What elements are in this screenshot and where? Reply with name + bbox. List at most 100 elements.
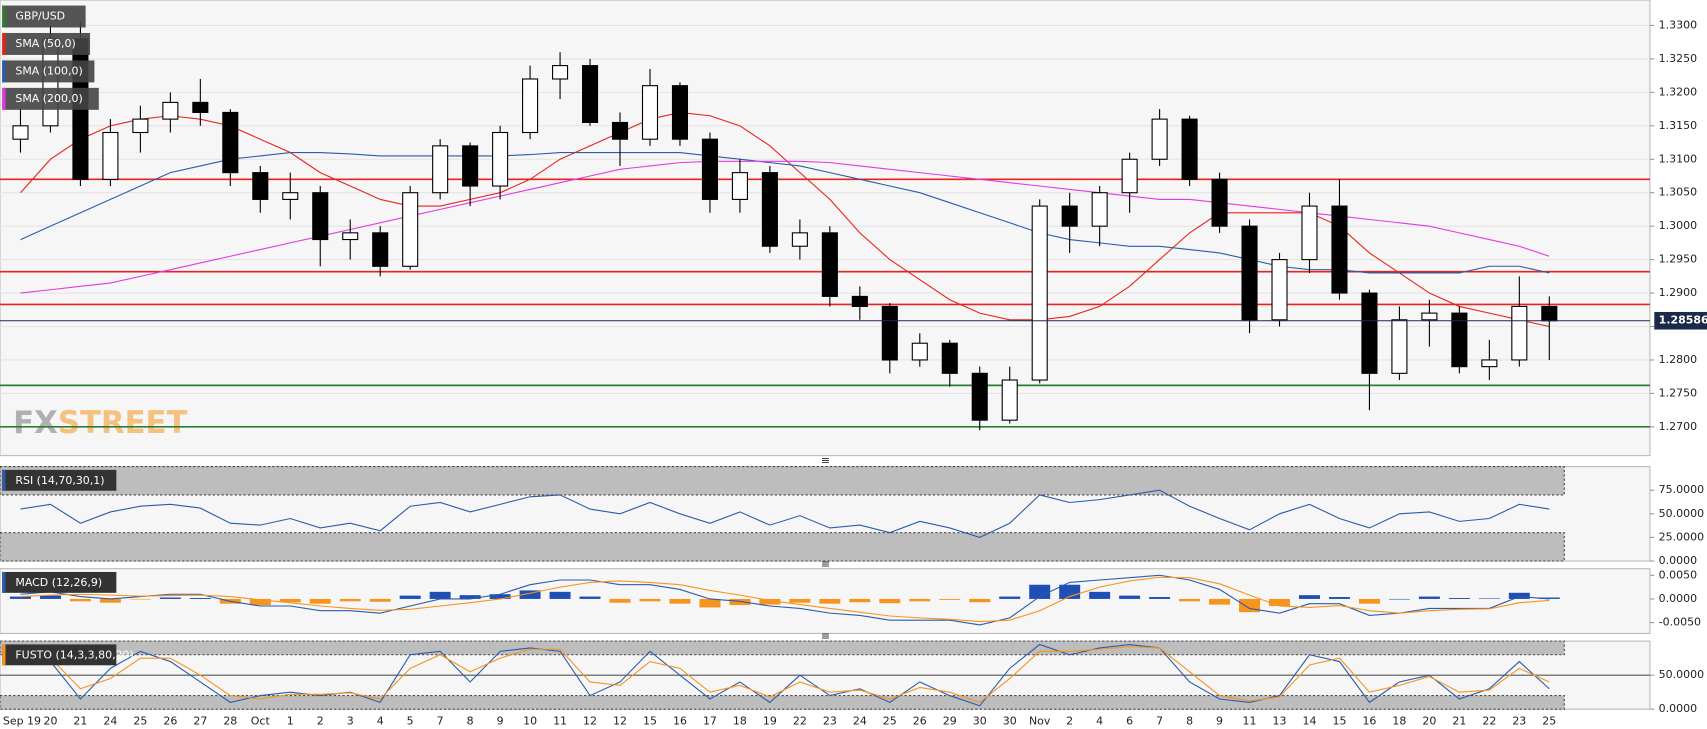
histogram-bar	[1508, 592, 1530, 599]
x-tick-label: 25	[133, 714, 147, 727]
panel-handle[interactable]: ≡	[821, 454, 830, 467]
sma-line	[20, 111, 1550, 328]
histogram-bar	[1328, 597, 1350, 599]
indicator-line	[20, 576, 1550, 623]
legend-label: SMA (100,0)	[15, 64, 82, 77]
candle-body	[791, 232, 808, 247]
candle-body	[1391, 319, 1408, 374]
histogram-bar	[1119, 595, 1141, 599]
candle-body	[312, 192, 329, 241]
x-tick-label: 26	[913, 714, 927, 727]
histogram-bar	[759, 598, 781, 605]
candle-body	[971, 372, 988, 421]
y-tick-label: 1.3200	[1659, 85, 1697, 98]
histogram-bar	[489, 594, 511, 599]
histogram-bar	[1478, 598, 1500, 600]
candle-body	[282, 192, 299, 200]
histogram-bar	[639, 598, 661, 602]
legend-label: SMA (200,0)	[15, 92, 82, 105]
candle-body	[671, 85, 689, 140]
candle-body	[462, 145, 479, 187]
overbought-band	[0, 640, 1565, 656]
oversold-band	[0, 695, 1565, 710]
panel-handle[interactable]: ≡	[821, 557, 830, 570]
legend-box	[2, 5, 86, 28]
x-tick-label: 6	[1126, 714, 1133, 727]
y-tick-label: 1.3100	[1659, 152, 1697, 165]
histogram-bar	[129, 598, 151, 600]
histogram-bar	[399, 595, 421, 599]
x-tick-label: 18	[1392, 714, 1406, 727]
legend-swatch	[2, 5, 6, 28]
indicator-title-swatch	[2, 644, 6, 666]
candle-body	[552, 65, 569, 80]
y-tick-label: 1.2750	[1659, 386, 1697, 399]
x-tick-label: 12	[613, 714, 627, 727]
x-tick-label: 23	[1512, 714, 1526, 727]
x-tick-label: 21	[1452, 714, 1466, 727]
x-tick-label: 11	[1243, 714, 1257, 727]
x-tick-label: 2	[317, 714, 324, 727]
histogram-bar	[189, 597, 211, 599]
histogram-bar	[909, 598, 931, 602]
indicator-line	[20, 646, 1550, 704]
panel-handle[interactable]: ≡	[821, 630, 830, 643]
y-tick-label: 0.0000	[1659, 702, 1697, 715]
histogram-bar	[1418, 596, 1440, 599]
y-tick-label: 1.3250	[1659, 52, 1697, 65]
last-price-box	[1654, 311, 1707, 330]
x-tick-label: 20	[43, 714, 57, 727]
x-tick-label: 18	[733, 714, 747, 727]
x-tick-label: 7	[1156, 714, 1163, 727]
y-tick-label: 0.0050	[1659, 568, 1697, 581]
candle-body	[911, 342, 928, 361]
histogram-bar	[789, 598, 811, 603]
candle-body	[1031, 205, 1048, 381]
histogram-bar	[729, 598, 751, 606]
histogram-bar	[549, 591, 571, 599]
x-tick-label: 26	[163, 714, 177, 727]
x-tick-label: 30	[1003, 714, 1017, 727]
histogram-bar	[159, 597, 181, 599]
x-tick-label: 9	[497, 714, 504, 727]
legend-label: SMA (50,0)	[15, 37, 75, 50]
y-tick-label: 1.3300	[1659, 18, 1697, 31]
watermark: FXSTREET	[13, 404, 187, 440]
indicator-title-box	[2, 469, 117, 491]
histogram-bar	[1538, 597, 1560, 599]
oversold-band	[0, 532, 1565, 562]
sma-line	[20, 160, 1550, 294]
x-tick-label: 4	[1096, 714, 1103, 727]
histogram-bar	[519, 590, 541, 599]
histogram-bar	[1358, 598, 1380, 604]
histogram-bar	[999, 596, 1021, 599]
histogram-bar	[9, 596, 31, 599]
candle-body	[522, 78, 539, 134]
histogram-bar	[1179, 598, 1201, 602]
legend-box	[2, 32, 91, 55]
x-tick-label: Sep 19	[3, 714, 41, 727]
x-tick-label: 19	[763, 714, 777, 727]
indicator-title-swatch	[2, 469, 6, 491]
histogram-bar	[579, 596, 601, 599]
x-tick-label: 24	[103, 714, 117, 727]
histogram-bar	[39, 595, 61, 599]
histogram-bar	[99, 598, 121, 603]
histogram-bar	[609, 598, 631, 603]
y-tick-label: -0.0050	[1659, 616, 1701, 629]
histogram-bar	[1209, 598, 1231, 605]
histogram-bar	[1029, 584, 1051, 599]
histogram-bar	[1298, 595, 1320, 599]
candle-body	[12, 125, 29, 140]
y-tick-label: 1.2950	[1659, 253, 1697, 266]
x-tick-label: 27	[193, 714, 207, 727]
histogram-bar	[939, 598, 961, 600]
x-tick-label: 16	[1362, 714, 1376, 727]
y-tick-label: 1.2700	[1659, 420, 1697, 433]
candle-body	[1061, 205, 1078, 227]
y-tick-label: 25.0000	[1659, 530, 1704, 543]
indicator-line	[20, 489, 1550, 538]
candle-body	[701, 138, 718, 200]
candle-body	[1151, 118, 1168, 160]
candle-body	[851, 295, 868, 307]
